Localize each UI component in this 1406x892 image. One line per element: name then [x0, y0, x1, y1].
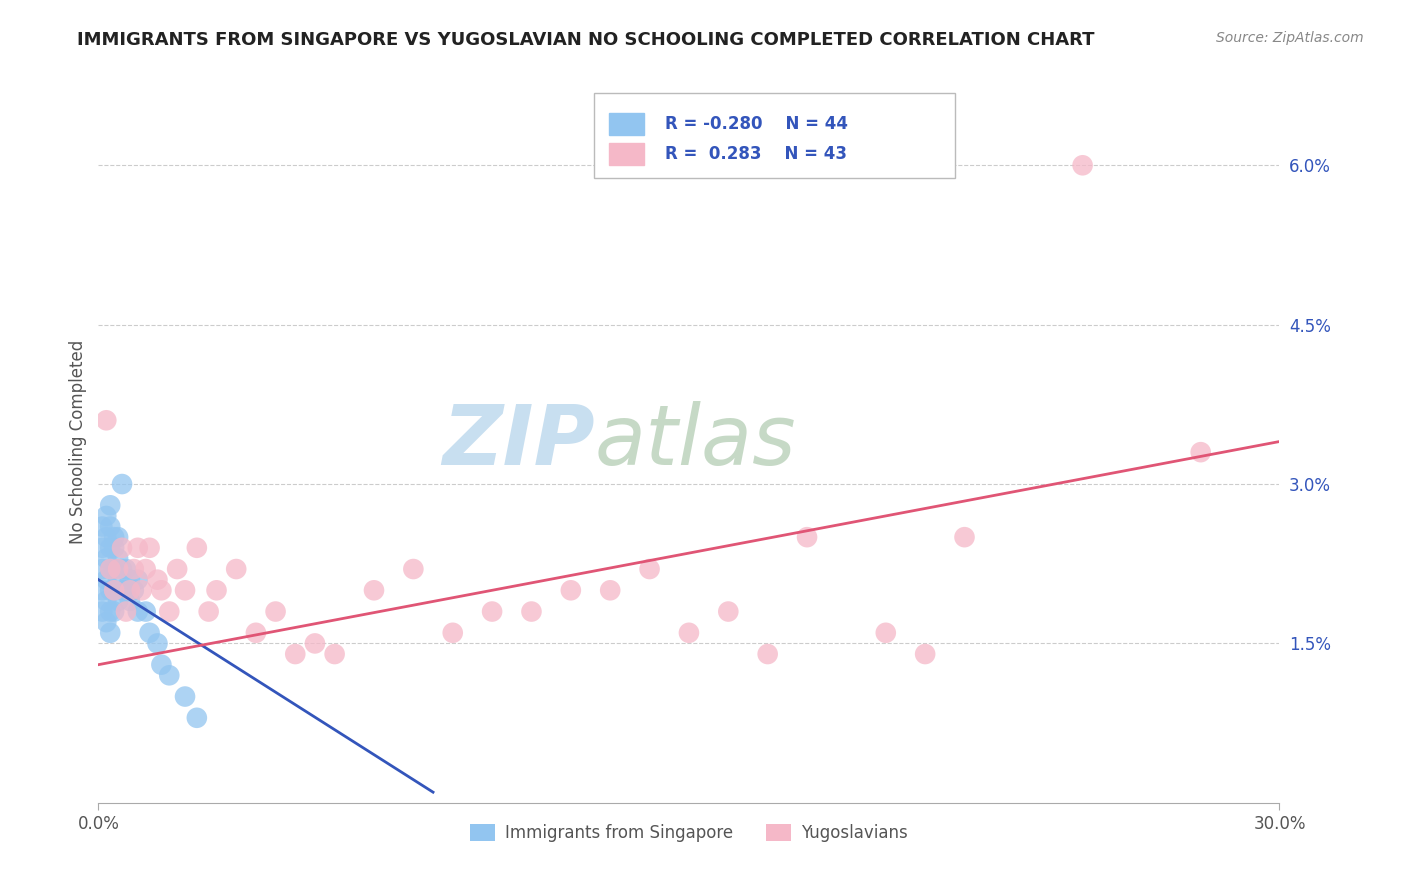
Point: [118, 573, 141, 587]
Point: [756, 647, 779, 661]
Point: [481, 605, 503, 619]
Point: [103, 605, 125, 619]
Point: [107, 530, 129, 544]
Point: [122, 562, 145, 576]
Point: [98, 562, 121, 576]
Point: [111, 477, 134, 491]
Point: [953, 530, 976, 544]
Point: [96, 573, 118, 587]
Point: [107, 594, 129, 608]
Point: [174, 583, 197, 598]
Point: [91, 583, 114, 598]
Point: [115, 583, 138, 598]
Point: [118, 583, 141, 598]
Point: [127, 605, 149, 619]
Point: [205, 583, 228, 598]
Point: [91, 541, 114, 555]
Point: [363, 583, 385, 598]
Point: [638, 562, 661, 576]
Point: [103, 583, 125, 598]
Point: [127, 573, 149, 587]
Point: [127, 541, 149, 555]
Point: [520, 605, 543, 619]
Point: [197, 605, 219, 619]
Point: [96, 551, 118, 566]
Legend: Immigrants from Singapore, Yugoslavians: Immigrants from Singapore, Yugoslavians: [463, 817, 915, 848]
Point: [678, 625, 700, 640]
Point: [323, 647, 346, 661]
Y-axis label: No Schooling Completed: No Schooling Completed: [69, 340, 87, 543]
Point: [402, 562, 425, 576]
Point: [107, 551, 129, 566]
Point: [98, 562, 121, 576]
Point: [111, 562, 134, 576]
Point: [441, 625, 464, 640]
Point: [1071, 158, 1094, 172]
Point: [225, 562, 247, 576]
Point: [146, 636, 169, 650]
Text: IMMIGRANTS FROM SINGAPORE VS YUGOSLAVIAN NO SCHOOLING COMPLETED CORRELATION CHAR: IMMIGRANTS FROM SINGAPORE VS YUGOSLAVIAN…: [77, 31, 1095, 49]
Point: [107, 562, 129, 576]
Point: [150, 657, 173, 672]
Point: [150, 583, 173, 598]
Point: [91, 605, 114, 619]
Point: [103, 530, 125, 544]
Point: [103, 541, 125, 555]
Point: [599, 583, 621, 598]
Text: R =  0.283    N = 43: R = 0.283 N = 43: [665, 145, 848, 163]
Point: [135, 562, 157, 576]
Point: [91, 519, 114, 533]
Point: [96, 594, 118, 608]
Point: [98, 605, 121, 619]
Text: ZIP: ZIP: [441, 401, 595, 482]
Point: [304, 636, 326, 650]
Point: [138, 625, 160, 640]
Point: [103, 562, 125, 576]
Point: [98, 583, 121, 598]
Point: [96, 413, 118, 427]
Point: [96, 508, 118, 523]
Point: [98, 519, 121, 533]
Point: [245, 625, 267, 640]
Point: [146, 573, 169, 587]
Point: [166, 562, 188, 576]
Point: [107, 573, 129, 587]
Text: atlas: atlas: [595, 401, 796, 482]
Point: [138, 541, 160, 555]
Point: [115, 605, 138, 619]
Point: [91, 562, 114, 576]
Point: [115, 562, 138, 576]
Point: [284, 647, 307, 661]
Point: [98, 541, 121, 555]
Point: [98, 625, 121, 640]
Point: [111, 541, 134, 555]
FancyBboxPatch shape: [595, 93, 955, 178]
Point: [186, 541, 208, 555]
Point: [157, 605, 180, 619]
Point: [1189, 445, 1212, 459]
Text: Source: ZipAtlas.com: Source: ZipAtlas.com: [1216, 31, 1364, 45]
Point: [264, 605, 287, 619]
FancyBboxPatch shape: [609, 113, 644, 135]
Point: [174, 690, 197, 704]
Point: [118, 594, 141, 608]
Point: [103, 583, 125, 598]
FancyBboxPatch shape: [609, 143, 644, 165]
Point: [796, 530, 818, 544]
Point: [717, 605, 740, 619]
Point: [122, 583, 145, 598]
Point: [875, 625, 897, 640]
Point: [560, 583, 582, 598]
Text: R = -0.280    N = 44: R = -0.280 N = 44: [665, 115, 848, 133]
Point: [96, 530, 118, 544]
Point: [131, 583, 153, 598]
Point: [914, 647, 936, 661]
Point: [96, 615, 118, 630]
Point: [135, 605, 157, 619]
Point: [111, 583, 134, 598]
Point: [98, 498, 121, 512]
Point: [157, 668, 180, 682]
Point: [186, 711, 208, 725]
